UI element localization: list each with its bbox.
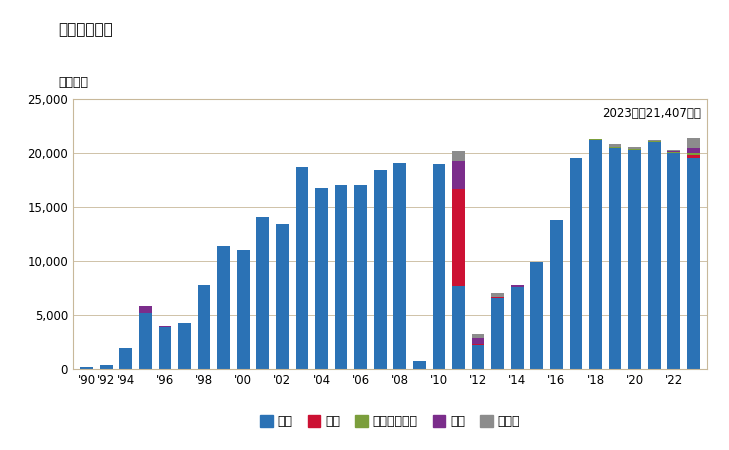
Bar <box>668 153 680 369</box>
Bar <box>609 148 622 369</box>
Text: 2023年：21,407トン: 2023年：21,407トン <box>602 107 701 120</box>
Bar <box>158 327 171 369</box>
Bar <box>648 141 660 142</box>
Bar <box>687 148 700 153</box>
Bar <box>491 298 504 369</box>
Bar <box>511 285 523 287</box>
Bar <box>687 158 700 369</box>
Bar <box>452 189 465 286</box>
Bar <box>217 246 230 369</box>
Bar <box>295 167 308 369</box>
Bar <box>472 344 485 345</box>
Bar <box>335 185 348 369</box>
Bar <box>257 217 269 369</box>
Bar <box>139 306 152 313</box>
Bar <box>628 150 641 369</box>
Bar <box>158 326 171 327</box>
Bar <box>628 148 641 150</box>
Bar <box>394 163 406 369</box>
Bar <box>100 364 112 369</box>
Bar <box>668 151 680 152</box>
Bar <box>276 224 289 369</box>
Bar <box>668 152 680 153</box>
Legend: 韓国, タイ, インドネシア, 中国, その他: 韓国, タイ, インドネシア, 中国, その他 <box>255 410 525 433</box>
Bar <box>609 144 622 147</box>
Bar <box>569 158 582 369</box>
Bar <box>531 262 543 369</box>
Bar <box>511 287 523 369</box>
Bar <box>472 345 485 369</box>
Bar <box>550 220 563 369</box>
Bar <box>589 139 602 140</box>
Bar <box>491 293 504 297</box>
Bar <box>120 348 132 369</box>
Text: 輸入量の推移: 輸入量の推移 <box>58 22 113 37</box>
Bar <box>354 185 367 369</box>
Bar <box>413 361 426 369</box>
Bar <box>80 367 93 369</box>
Bar <box>609 147 622 148</box>
Bar <box>648 142 660 369</box>
Bar <box>315 188 328 369</box>
Bar <box>687 155 700 158</box>
Bar <box>237 250 249 369</box>
Bar <box>628 147 641 149</box>
Bar <box>178 323 191 369</box>
Bar <box>374 170 386 369</box>
Bar <box>491 297 504 298</box>
Bar <box>472 334 485 338</box>
Bar <box>687 138 700 148</box>
Bar <box>198 285 211 369</box>
Bar <box>432 164 445 369</box>
Bar <box>589 140 602 369</box>
Bar <box>668 150 680 151</box>
Text: 単位トン: 単位トン <box>58 76 88 90</box>
Bar <box>452 151 465 161</box>
Bar <box>648 140 660 141</box>
Bar <box>452 286 465 369</box>
Bar <box>139 313 152 369</box>
Bar <box>687 153 700 155</box>
Bar <box>472 338 485 344</box>
Bar <box>452 161 465 189</box>
